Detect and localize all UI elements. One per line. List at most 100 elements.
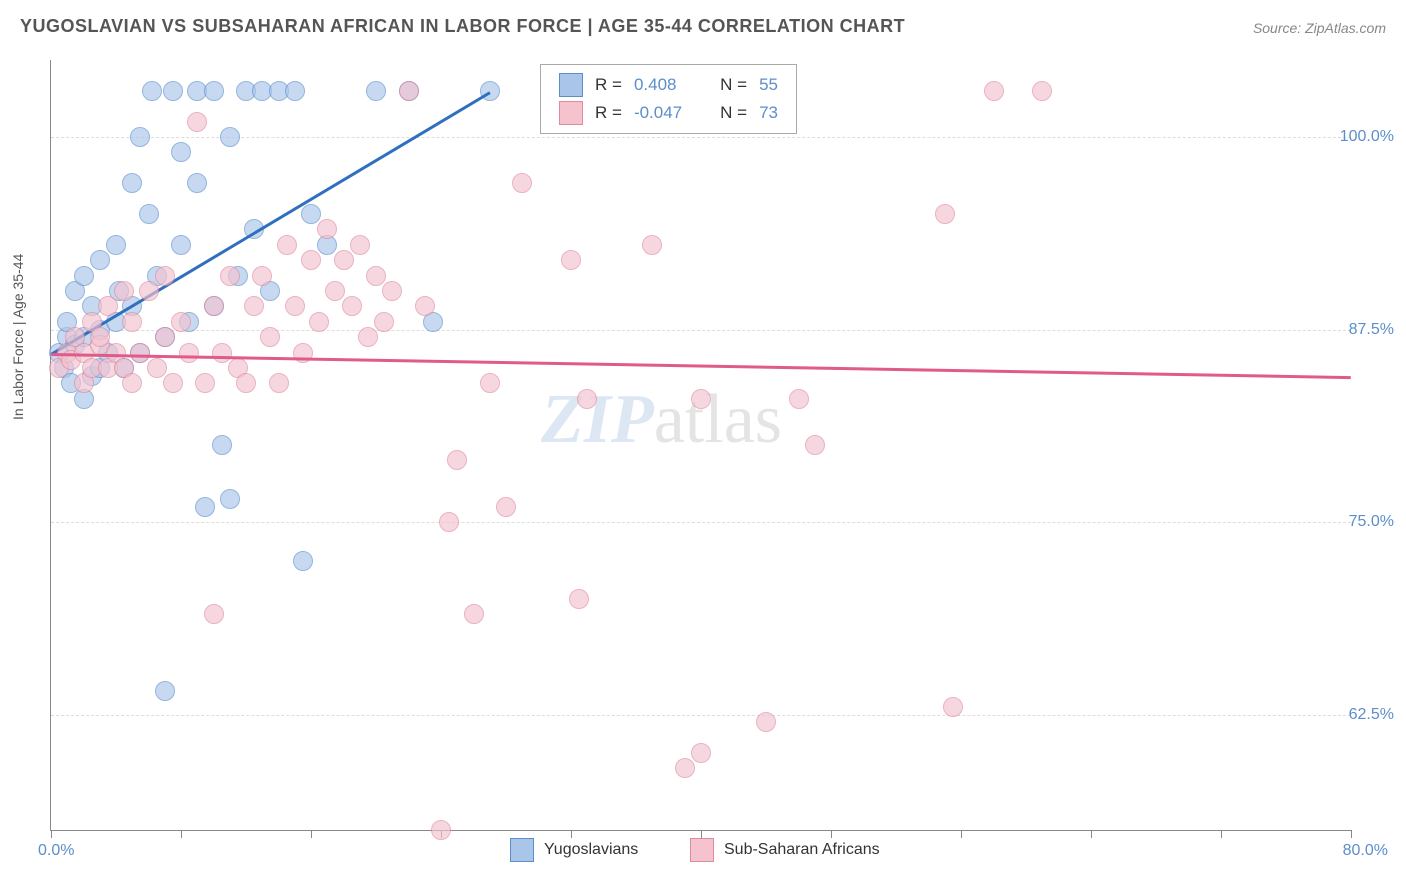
data-point [130,343,150,363]
x-tick [1351,830,1352,838]
gridline [51,522,1351,523]
data-point [350,235,370,255]
x-tick [1091,830,1092,838]
data-point [805,435,825,455]
data-point [122,312,142,332]
data-point [139,204,159,224]
data-point [277,235,297,255]
data-point [439,512,459,532]
data-point [366,81,386,101]
data-point [220,489,240,509]
data-point [187,112,207,132]
data-point [399,81,419,101]
data-point [269,373,289,393]
data-point [90,327,110,347]
data-point [366,266,386,286]
correlation-table: R = 0.408 N = 55 R = -0.047 N = 73 [553,71,784,127]
series-1-label: Sub-Saharan Africans [724,841,880,859]
data-point [285,81,305,101]
series-0-swatch [510,838,534,862]
data-point [142,81,162,101]
source-attribution: Source: ZipAtlas.com [1253,20,1386,36]
data-point [317,219,337,239]
x-tick [51,830,52,838]
data-point [122,173,142,193]
x-axis-min: 0.0% [38,842,74,860]
data-point [691,389,711,409]
watermark-atlas: atlas [654,381,782,458]
series-0-r-value: 0.408 [628,71,688,99]
data-point [1032,81,1052,101]
n-label: N = [714,99,753,127]
y-tick-label: 87.5% [1349,321,1394,339]
data-point [147,358,167,378]
gridline [51,137,1351,138]
watermark-zip: ZIP [541,381,654,458]
series-1-legend: Sub-Saharan Africans [690,838,880,862]
data-point [220,127,240,147]
data-point [569,589,589,609]
data-point [512,173,532,193]
data-point [171,235,191,255]
data-point [480,373,500,393]
x-axis-max: 80.0% [1343,842,1388,860]
x-tick [961,830,962,838]
x-tick [1221,830,1222,838]
data-point [74,266,94,286]
data-point [577,389,597,409]
data-point [675,758,695,778]
x-tick [831,830,832,838]
r-label: R = [589,71,628,99]
data-point [236,373,256,393]
data-point [691,743,711,763]
series-0-label: Yugoslavians [544,841,638,859]
series-1-stats-row: R = -0.047 N = 73 [553,99,784,127]
data-point [220,266,240,286]
watermark: ZIPatlas [541,380,782,460]
data-point [212,343,232,363]
series-1-r-value: -0.047 [628,99,688,127]
gridline [51,715,1351,716]
data-point [285,296,305,316]
series-1-n-value: 73 [753,99,784,127]
data-point [358,327,378,347]
series-1-swatch [559,101,583,125]
data-point [642,235,662,255]
data-point [130,127,150,147]
data-point [155,266,175,286]
data-point [90,250,110,270]
data-point [301,204,321,224]
chart-title: YUGOSLAVIAN VS SUBSAHARAN AFRICAN IN LAB… [20,16,905,37]
series-0-n-value: 55 [753,71,784,99]
data-point [204,296,224,316]
data-point [163,373,183,393]
data-point [163,81,183,101]
data-point [139,281,159,301]
data-point [325,281,345,301]
data-point [789,389,809,409]
data-point [244,296,264,316]
data-point [342,296,362,316]
data-point [301,250,321,270]
series-1-swatch [690,838,714,862]
data-point [106,235,126,255]
data-point [171,312,191,332]
data-point [561,250,581,270]
data-point [98,296,118,316]
data-point [114,281,134,301]
data-point [260,327,280,347]
data-point [415,296,435,316]
data-point [447,450,467,470]
data-point [935,204,955,224]
data-point [204,604,224,624]
y-axis-label: In Labor Force | Age 35-44 [10,254,26,420]
y-tick-label: 75.0% [1349,513,1394,531]
data-point [431,820,451,840]
data-point [204,81,224,101]
data-point [212,435,232,455]
x-tick [571,830,572,838]
series-0-swatch [559,73,583,97]
data-point [195,373,215,393]
data-point [122,373,142,393]
data-point [179,343,199,363]
